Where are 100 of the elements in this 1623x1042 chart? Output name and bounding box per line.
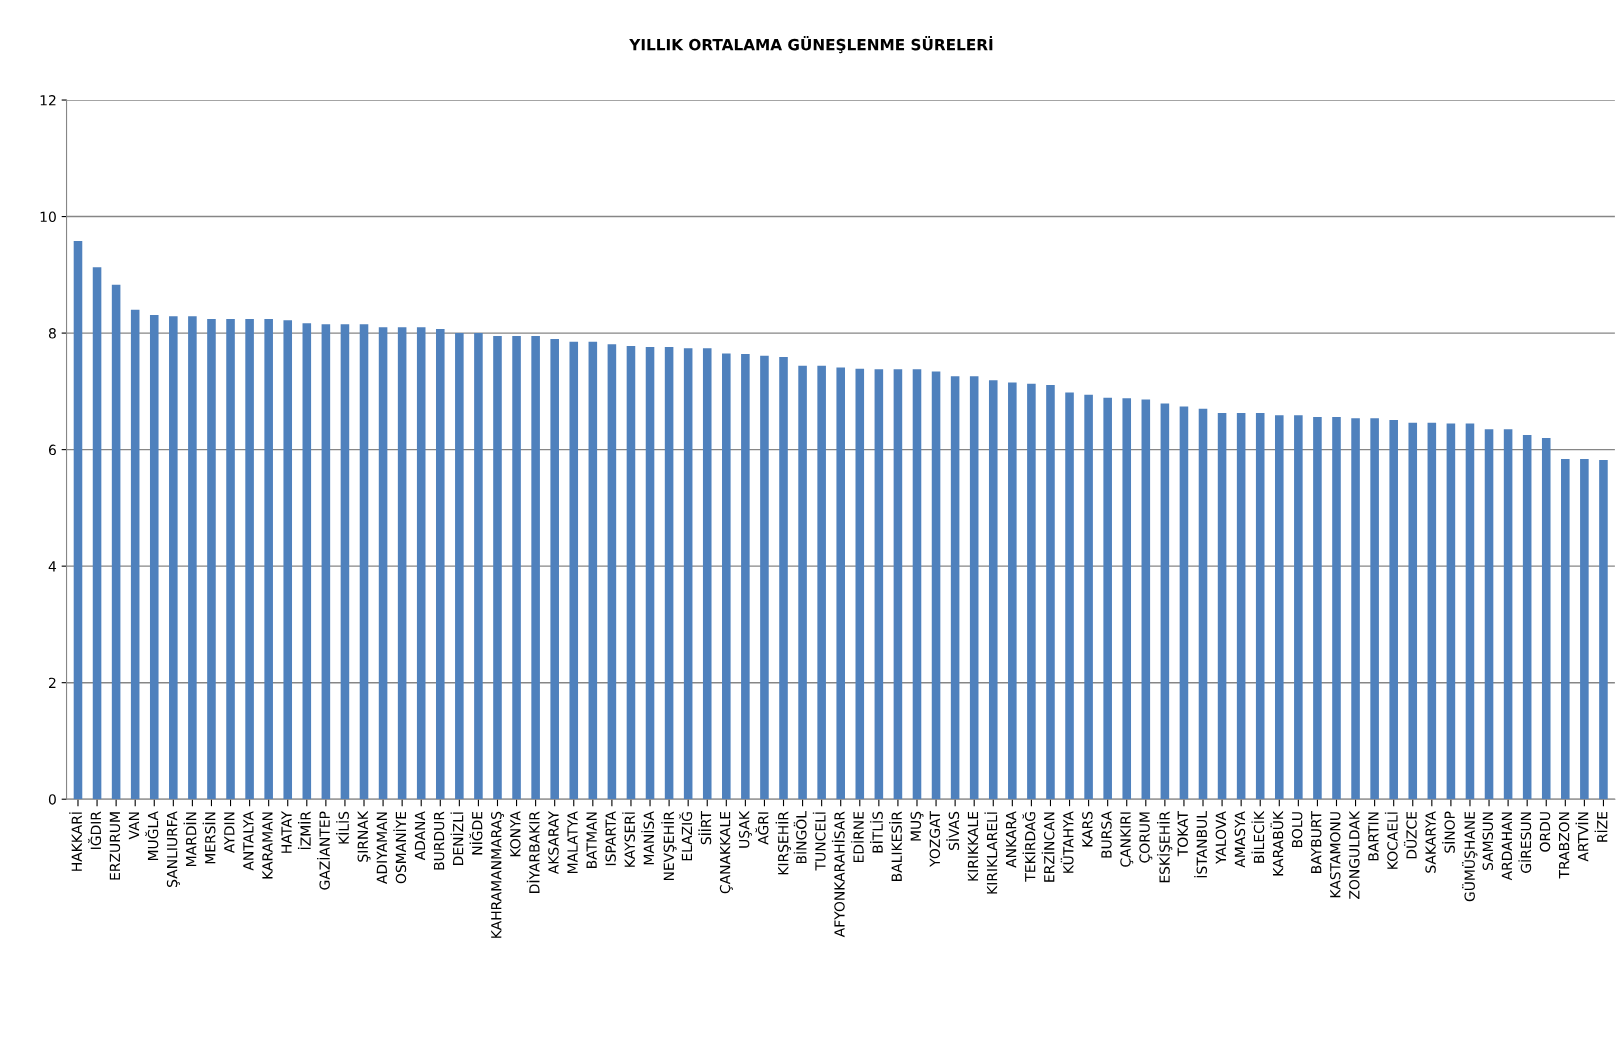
x-tick-label: KOCAELİ: [1384, 812, 1398, 869]
bar: [130, 309, 140, 800]
x-tick-label: ARDAHAN: [1501, 812, 1512, 881]
bar: [493, 336, 502, 800]
x-tick-label: ADANA: [414, 811, 426, 861]
x-tick-label: ANKARA: [1006, 811, 1017, 868]
bar: [588, 341, 598, 800]
x-tick-label: BOLU: [1291, 812, 1303, 848]
x-tick-label: DÜZCE: [1403, 811, 1417, 859]
x-tick-label: TEKİRDAĞ: [1022, 812, 1036, 882]
bar: [1027, 383, 1036, 800]
bar: [245, 319, 254, 800]
x-tick-label: ÇANAKKALE: [719, 811, 733, 894]
x-tick-label: YOZGAT: [929, 810, 941, 867]
bar: [1580, 458, 1589, 800]
x-tick-label: BALIKESİR: [889, 811, 902, 881]
x-tick-label: ERZURUM: [109, 812, 121, 880]
bar: [817, 365, 826, 800]
bar: [1046, 384, 1055, 800]
bar: [1198, 408, 1208, 800]
bar: [912, 369, 922, 800]
x-tick-label: EDİRNE: [850, 811, 864, 863]
bar: [931, 371, 941, 800]
x-tick-label: KIRIKLARELİ: [984, 812, 998, 894]
bar: [779, 356, 788, 800]
bar: [512, 336, 521, 800]
bar: [1522, 435, 1532, 800]
x-tick-label: NİĞDE: [469, 811, 483, 855]
bar: [1484, 429, 1494, 800]
bar: [1465, 423, 1475, 800]
bar: [359, 324, 369, 800]
x-tick-label: KAHRAMANMARAŞ: [491, 811, 504, 938]
x-tick-label: DİYARBAKIR: [526, 811, 540, 893]
bar: [416, 327, 426, 800]
x-tick-label: KASTAMONU: [1330, 812, 1341, 898]
x-tick-label: ARTVİN: [1575, 812, 1589, 862]
x-tick-label: TOKAT: [1177, 810, 1188, 857]
x-tick-label: AYDIN: [224, 812, 235, 853]
x-tick-label: KONYA: [510, 811, 521, 857]
x-tick-label: BARTIN: [1368, 812, 1379, 861]
bar: [1446, 423, 1456, 800]
x-tick-label: KAYSERİ: [622, 812, 635, 867]
bar: [1561, 458, 1570, 800]
bar: [607, 344, 617, 800]
bar: [92, 267, 102, 800]
x-tick-label: AĞRI: [755, 812, 769, 845]
bar: [1370, 418, 1379, 800]
x-tick-label: RİZE: [1594, 811, 1608, 842]
bar: [378, 327, 388, 800]
x-tick-label: BURSA: [1101, 811, 1112, 858]
x-tick-label: İSTANBUL: [1194, 811, 1208, 878]
x-tick-label: ADIYAMAN: [376, 812, 387, 884]
x-tick-label: DENİZLİ: [450, 812, 464, 865]
bar: [1408, 422, 1418, 800]
chart-title: YILLIK ORTALAMA GÜNEŞLENME SÜRELERİ: [629, 36, 993, 54]
bar: [702, 348, 712, 800]
x-tick-label: TUNCELİ: [812, 812, 826, 871]
x-tick-label: AKSARAY: [548, 810, 559, 875]
bar: [1008, 382, 1017, 800]
x-tick-label: KARS: [1082, 811, 1093, 847]
x-tick-label: SİNOP: [1442, 811, 1455, 853]
x-tick-label: KARABÜK: [1270, 810, 1284, 876]
bar: [1179, 406, 1189, 800]
x-tick-label: MERSİN: [202, 812, 216, 864]
x-tick-label: ERZİNCAN: [1041, 812, 1055, 882]
bar: [1351, 418, 1360, 800]
x-tick-label: MUŞ: [910, 811, 924, 841]
x-tick-label: OSMANİYE: [393, 811, 407, 884]
bar: [169, 316, 178, 800]
bar: [264, 319, 273, 800]
x-tick-label: BİTLİS: [870, 811, 883, 853]
x-tick-label: MARDİN: [183, 812, 197, 866]
bar: [645, 347, 655, 800]
x-tick-label: VAN: [128, 812, 140, 840]
bar: [1599, 460, 1608, 800]
bar: [1294, 415, 1303, 800]
bar: [741, 354, 750, 800]
y-tick-label: 0: [48, 794, 56, 805]
x-tick-label: MUĞLA: [145, 811, 159, 861]
x-tick-label: AFYONKARAHİSAR: [831, 811, 845, 938]
x-tick-label: ŞIRNAK: [357, 810, 371, 862]
x-tick-label: ELAZIĞ: [679, 812, 693, 861]
x-tick-label: ANTALYA: [243, 811, 254, 871]
bar: [340, 324, 350, 800]
bar: [1122, 398, 1132, 800]
bar: [722, 353, 731, 800]
bar: [474, 333, 483, 800]
x-tick-label: HATAY: [281, 810, 292, 853]
x-tick-label: KIRIKKALE: [967, 811, 979, 881]
x-tick-label: ORDU: [1539, 812, 1551, 852]
bar: [321, 324, 331, 800]
bar: [397, 327, 407, 800]
bar: [1236, 412, 1246, 800]
x-tick-label: YALOVA: [1215, 811, 1227, 864]
bar: [1389, 419, 1398, 800]
bar: [1427, 422, 1437, 800]
x-tick-label: GÜMÜŞHANE: [1462, 811, 1478, 902]
x-tick-label: KIRŞEHİR: [775, 811, 791, 875]
bar: [893, 369, 903, 800]
bar: [1141, 399, 1151, 800]
